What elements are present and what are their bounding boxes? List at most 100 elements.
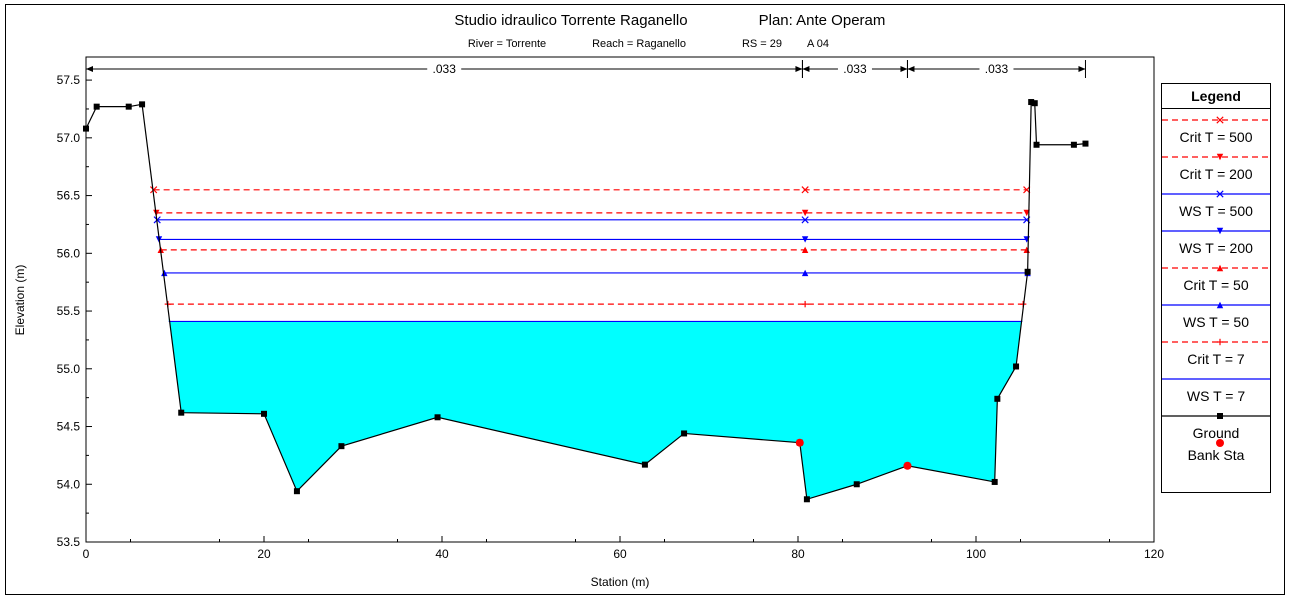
legend-marker-9 — [1216, 439, 1224, 447]
legend-marker-5 — [1216, 301, 1224, 309]
manning-label-bg-0 — [427, 62, 462, 76]
ground-point-7 — [338, 443, 345, 450]
manning-layer: .033 .033 .033 — [85, 60, 1086, 78]
legend-label-7: WS T = 7 — [1187, 388, 1245, 404]
x-tick-label-6: 120 — [1144, 547, 1164, 561]
ground-point-19 — [1028, 99, 1035, 106]
y-tick-label-3: 55.0 — [57, 362, 81, 376]
legend-label-5: WS T = 50 — [1183, 314, 1249, 330]
y-tick-label-5: 56.0 — [57, 246, 81, 260]
legend-marker-0-b — [1216, 116, 1224, 124]
series-marker-2-1 — [801, 216, 809, 224]
y-tick-label-7: 57.0 — [57, 131, 81, 145]
ground-point-15 — [991, 478, 998, 485]
series-marker-0-0 — [150, 186, 158, 194]
legend-box — [1161, 83, 1271, 493]
ground-point-2 — [125, 103, 132, 110]
legend-marker-8 — [1217, 413, 1223, 419]
ground-point-22 — [1070, 141, 1077, 148]
outer-border — [5, 4, 1285, 595]
x-tick-label-4: 80 — [791, 547, 805, 561]
manning-arrow-left-0 — [86, 66, 93, 72]
ground-point-20 — [1031, 100, 1038, 107]
bank-station-0 — [795, 438, 804, 447]
x-tick-label-0: 0 — [83, 547, 90, 561]
series-marker-5-1 — [801, 269, 809, 277]
legend-label-0: Crit T = 500 — [1179, 129, 1252, 145]
ground-point-8 — [434, 414, 441, 421]
legend-label-6: Crit T = 7 — [1187, 351, 1245, 367]
ground-point-17 — [1013, 363, 1020, 370]
manning-label-2: .033 — [985, 62, 1009, 76]
ground-layer — [83, 99, 1089, 503]
ground-point-18 — [1024, 268, 1031, 275]
subtitle-reach: Reach = Raganello — [592, 38, 686, 50]
legend-label-9: Bank Sta — [1188, 447, 1245, 463]
series-marker-3-1 — [801, 236, 809, 243]
series-marker-0-0-b — [150, 186, 158, 194]
series-marker-2-1-b — [801, 216, 809, 224]
legend-label-1: Crit T = 200 — [1179, 166, 1252, 182]
x-tick-label-5: 100 — [966, 547, 986, 561]
manning-arrow-right-0 — [795, 66, 803, 72]
series-marker-0-1-b — [801, 186, 809, 194]
ground-point-4 — [178, 409, 185, 416]
legend: Legend Crit T = 500 Crit T = 200 WS T = 50… — [1161, 83, 1271, 493]
legend-marker-3 — [1216, 227, 1224, 235]
legend-title: Legend — [1191, 88, 1241, 104]
y-tick-label-8: 57.5 — [57, 73, 81, 87]
manning-label-bg-2 — [979, 62, 1014, 76]
ground-point-23 — [1082, 140, 1089, 147]
legend-marker-2-b — [1216, 190, 1224, 198]
manning-label-0: .033 — [433, 62, 457, 76]
ground-point-10 — [681, 430, 688, 437]
x-tick-label-3: 60 — [613, 547, 627, 561]
legend-marker-1 — [1216, 153, 1224, 161]
y-tick-label-6: 56.5 — [57, 189, 81, 203]
subtitle-river: River = Torrente — [468, 38, 546, 50]
ground-point-16 — [994, 395, 1001, 402]
ground-point-12 — [803, 496, 810, 503]
axes-layer: 0 20 40 60 80 100 120 53.5 54.0 54.5 55.0 55.5 56.0 5… — [57, 73, 1165, 561]
manning-arrow-left-2 — [907, 66, 915, 72]
y-tick-label-1: 54.0 — [57, 477, 81, 491]
manning-label-bg-1 — [837, 62, 872, 76]
water-area — [168, 314, 1023, 500]
subtitle-rs: RS = 29 — [742, 38, 782, 50]
x-axis-label: Station (m) — [591, 575, 650, 589]
water-surface-layer — [150, 186, 1031, 323]
legend-label-3: WS T = 200 — [1179, 240, 1253, 256]
series-marker-6-1 — [801, 300, 809, 308]
legend-marker-0 — [1216, 116, 1224, 124]
manning-arrow-left-1 — [802, 66, 810, 72]
ground-point-13 — [853, 481, 860, 488]
legend-marker-6 — [1216, 338, 1224, 346]
manning-arrow-right-1 — [900, 66, 908, 72]
bank-station-1 — [903, 461, 912, 470]
ground-point-3 — [139, 101, 146, 108]
y-tick-label-4: 55.5 — [57, 304, 81, 318]
x-tick-label-1: 20 — [257, 547, 271, 561]
ground-point-9 — [641, 461, 648, 468]
ground-point-6 — [293, 488, 300, 495]
series-marker-1-1 — [801, 209, 809, 217]
series-marker-0-1 — [801, 186, 809, 194]
manning-label-1: .033 — [843, 62, 867, 76]
legend-marker-4 — [1216, 264, 1224, 272]
ground-point-21 — [1033, 141, 1040, 148]
x-tick-label-2: 40 — [435, 547, 449, 561]
y-axis-label: Elevation (m) — [13, 265, 27, 336]
series-marker-5-0 — [161, 269, 168, 277]
ground-point-1 — [93, 103, 100, 110]
subtitle-profile: A 04 — [807, 38, 829, 50]
legend-label-2: WS T = 500 — [1179, 203, 1253, 219]
ground-point-5 — [261, 410, 267, 417]
chart-plan: Plan: Ante Operam — [759, 12, 886, 29]
legend-label-4: Crit T = 50 — [1183, 277, 1248, 293]
legend-marker-2 — [1216, 190, 1224, 198]
legend-label-8: Ground — [1193, 425, 1240, 441]
manning-arrow-right-2 — [1078, 66, 1086, 72]
water-area-layer — [168, 314, 1023, 500]
y-tick-label-0: 53.5 — [57, 535, 81, 549]
